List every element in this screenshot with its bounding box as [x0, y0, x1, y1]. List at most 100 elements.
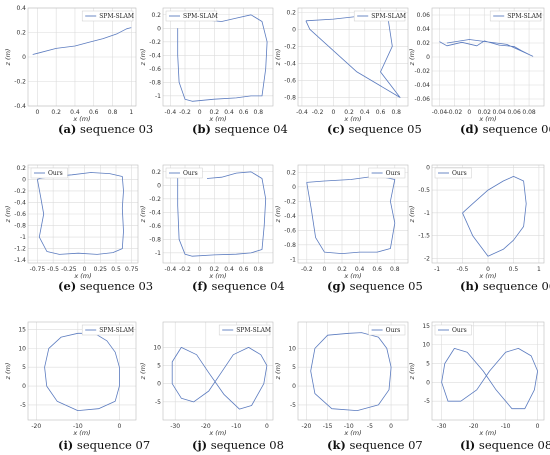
- y-tick-label: -1.2: [14, 246, 26, 253]
- trajectory-plot-9: -20 -10 0 -5 0 5 10 15 x (m) z (m) SPM-SLAM: [4, 321, 137, 437]
- trajectory-line: [310, 332, 392, 412]
- x-tick-label: 0.06: [507, 109, 521, 116]
- x-tick-label: -1: [434, 266, 440, 273]
- y-tick-label: 10: [153, 344, 161, 351]
- y-tick-label: -0.6: [149, 223, 161, 230]
- x-axis-label: x (m): [72, 115, 90, 123]
- y-tick-label: 0.2: [151, 12, 161, 19]
- trajectory-line: [171, 346, 268, 410]
- trajectory-line: [32, 27, 132, 55]
- y-tick-label: 0.4: [16, 5, 26, 12]
- legend-box: [368, 324, 406, 336]
- legend-box: [81, 324, 134, 336]
- plot-background: [163, 165, 273, 263]
- y-axis-label: z (m): [4, 49, 12, 67]
- x-tick-label: 0.4: [224, 266, 234, 273]
- y-tick-label: -1.4: [14, 257, 26, 264]
- legend-label: Ours: [452, 170, 467, 177]
- legend-label: Ours: [386, 327, 401, 334]
- plot-frame: [27, 321, 137, 421]
- legend-label: SPM-SLAM: [236, 327, 271, 334]
- trajectory-plot-12: -30 -20 -10 0 -5 0 5 10 15 x (m) z (m) Ours: [408, 321, 545, 437]
- trajectory-plot-6: -0.4 -0.2 0 0.2 0.4 0.6 0.8-1-0.8-0.6-0.4-0.20…: [139, 164, 274, 280]
- y-tick-label: -0.4: [14, 199, 26, 206]
- y-tick-label: 0: [22, 383, 26, 390]
- plot-background: [163, 322, 273, 420]
- y-axis-label: z (m): [4, 206, 12, 224]
- x-axis-label: x (m): [208, 429, 226, 437]
- plot-background: [28, 322, 136, 420]
- y-axis-label: z (m): [274, 206, 282, 224]
- y-tick-label: -1: [20, 234, 26, 241]
- x-tick-label: 0: [389, 423, 393, 430]
- y-tick-label: 0.02: [417, 40, 431, 47]
- x-tick-label: -0.25: [61, 266, 77, 273]
- trajectory-line: [177, 171, 267, 257]
- legend-box: [489, 10, 542, 22]
- y-tick-label: 5: [22, 364, 26, 371]
- y-axis-label: z (m): [274, 363, 282, 381]
- x-tick-label: -0.2: [179, 266, 191, 273]
- trajectory-line: [306, 175, 396, 255]
- plot-background: [298, 322, 408, 420]
- x-axis-label: x (m): [478, 272, 496, 280]
- y-tick-label: 5: [157, 363, 161, 370]
- y-tick-label: -0.2: [284, 43, 296, 50]
- y-tick-label: -0.6: [149, 66, 161, 73]
- y-tick-label: 0: [292, 26, 296, 33]
- y-tick-label: 0: [157, 182, 161, 189]
- x-tick-label: 0: [265, 423, 269, 430]
- x-axis-label: x (m): [478, 429, 496, 437]
- y-axis-label: z (m): [139, 206, 147, 224]
- legend-label: SPM-SLAM: [507, 13, 542, 20]
- y-tick-label: 5: [426, 360, 430, 367]
- y-tick-label: 10: [288, 345, 296, 352]
- trajectory-plot-10: -30 -20 -10 0 -5 0 5 10 x (m) z (m) SPM-SLAM: [139, 321, 274, 437]
- y-tick-label: -0.4: [284, 60, 296, 67]
- trajectory-plot-8: -1 -0.5 0 0.5 1-2-1.5-1-0.50x (m)z (m)Ours: [408, 164, 545, 280]
- x-axis-label: x (m): [343, 429, 361, 437]
- y-tick-label: -5: [290, 402, 296, 409]
- y-tick-label: 0: [292, 184, 296, 191]
- y-tick-label: -5: [155, 399, 161, 406]
- plot-background: [432, 322, 544, 420]
- y-tick-label: 0.2: [286, 9, 296, 16]
- y-tick-label: -0.02: [414, 68, 430, 75]
- x-tick-label: -0.4: [296, 109, 308, 116]
- y-tick-label: -0.06: [414, 96, 430, 103]
- y-tick-label: -1: [155, 93, 161, 100]
- trajectory-plot-1: 0 0.2 0.4 0.6 0.8 1-0.4-0.200.20.4x (m)z (m)S…: [4, 5, 137, 123]
- y-axis-label: z (m): [408, 49, 416, 67]
- x-tick-label: 0.6: [239, 109, 249, 116]
- y-tick-label: -0.6: [284, 227, 296, 234]
- x-tick-label: 0.4: [355, 266, 365, 273]
- x-axis-label: x (m): [343, 272, 361, 280]
- y-tick-label: 0.06: [417, 12, 431, 19]
- legend-label: SPM-SLAM: [183, 13, 218, 20]
- x-tick-label: 0.8: [108, 109, 118, 116]
- x-tick-label: 0.2: [210, 109, 220, 116]
- x-tick-label: 0.8: [254, 109, 264, 116]
- legend-box: [165, 10, 218, 22]
- x-tick-label: 0: [198, 109, 202, 116]
- x-tick-label: 0.4: [70, 109, 80, 116]
- x-tick-label: 0.4: [360, 109, 370, 116]
- x-tick-label: -15: [323, 423, 333, 430]
- y-tick-label: 0: [157, 25, 161, 32]
- trajectory-plot-3: -0.4 -0.2 0 0.2 0.4 0.6 0.8 -0.8 -0.6 -0.4 -0.2 0 0.…: [274, 7, 409, 123]
- x-tick-label: 0: [117, 423, 121, 430]
- trajectory-plot-7: -0.2 0 0.2 0.4 0.6 0.8-1-0.8-0.6-0.4-0.200.2x…: [274, 164, 409, 280]
- y-tick-label: -0.6: [14, 211, 26, 218]
- y-axis-label: z (m): [274, 49, 282, 67]
- trajectory-line: [177, 14, 268, 102]
- y-tick-label: 0: [157, 381, 161, 388]
- x-tick-label: 0.8: [254, 266, 264, 273]
- x-tick-label: 0.04: [493, 109, 507, 116]
- x-tick-label: -0.04: [432, 109, 448, 116]
- legend-label: Ours: [452, 327, 467, 334]
- x-tick-label: -10: [501, 423, 511, 430]
- plot-frame: [431, 164, 545, 264]
- x-tick-label: 0.6: [89, 109, 99, 116]
- x-tick-label: 0: [331, 109, 335, 116]
